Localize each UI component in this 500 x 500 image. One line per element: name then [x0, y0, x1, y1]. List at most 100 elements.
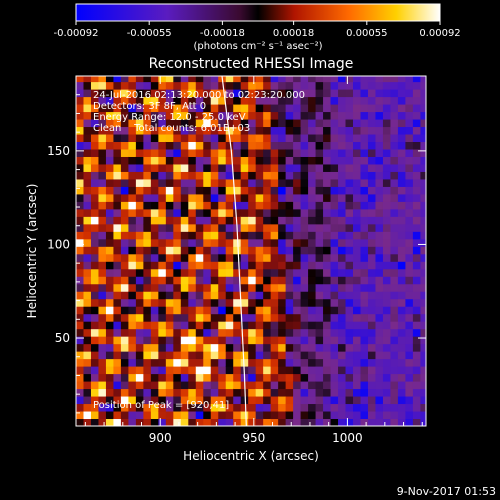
heatmap-cell [270, 223, 279, 232]
heatmap-cell [270, 171, 279, 180]
heatmap-cell [353, 373, 361, 382]
heatmap-cell [113, 418, 122, 426]
heatmap-cell [382, 193, 391, 202]
heatmap-cell [233, 268, 242, 277]
heatmap-cell [98, 403, 107, 412]
heatmap-cell [300, 119, 309, 128]
heatmap-cell [345, 246, 354, 255]
heatmap-cell [367, 216, 376, 225]
heatmap-cell [135, 238, 144, 247]
heatmap-cell [382, 388, 391, 397]
heatmap-cell [143, 396, 152, 405]
heatmap-cell [293, 81, 302, 90]
heatmap-cell [420, 343, 426, 352]
heatmap-cell [412, 336, 421, 345]
heatmap-cell [218, 388, 227, 397]
heatmap-cell [143, 89, 152, 98]
heatmap-cell [367, 231, 376, 240]
heatmap-cell [225, 366, 234, 375]
heatmap-cell [375, 298, 384, 307]
heatmap-cell [412, 134, 421, 143]
heatmap-cell [173, 411, 182, 420]
heatmap-cell [143, 298, 152, 307]
heatmap-cell [278, 134, 287, 143]
heatmap-cell [323, 186, 332, 195]
heatmap-cell [218, 216, 227, 225]
heatmap-cell [367, 134, 376, 143]
heatmap-cell [240, 81, 249, 90]
heatmap-cell [113, 276, 122, 285]
heatmap-cell [90, 366, 99, 375]
heatmap-cell [323, 283, 332, 292]
heatmap-cell [240, 358, 249, 367]
heatmap-cell [367, 261, 376, 270]
heatmap-cell [180, 306, 189, 315]
heatmap-cell [233, 276, 242, 285]
heatmap-cell [405, 119, 414, 128]
heatmap-cell [300, 238, 309, 247]
heatmap-cell [293, 336, 302, 345]
heatmap-cell [270, 89, 279, 98]
heatmap-cell [105, 343, 114, 352]
heatmap-cell [113, 223, 122, 232]
heatmap-cell [113, 186, 122, 195]
heatmap-cell [278, 104, 287, 113]
heatmap-cell [397, 193, 406, 202]
heatmap-cell [293, 193, 302, 202]
heatmap-cell [195, 403, 204, 412]
heatmap-cell [300, 343, 309, 352]
heatmap-cell [173, 388, 182, 397]
heatmap-cell [98, 336, 107, 345]
heatmap-cell [233, 298, 242, 307]
heatmap-cell [330, 104, 339, 113]
heatmap-cell [405, 396, 414, 405]
heatmap-cell [270, 126, 279, 135]
heatmap-cell [248, 366, 257, 375]
heatmap-cell [90, 163, 99, 172]
heatmap-cell [225, 156, 234, 165]
heatmap-cell [270, 291, 279, 300]
heatmap-cell [105, 261, 114, 270]
heatmap-cell [270, 396, 279, 405]
heatmap-cell [128, 313, 137, 322]
heatmap-cell [98, 283, 107, 292]
heatmap-cell [158, 253, 167, 262]
heatmap-cell [278, 119, 287, 128]
heatmap-cell [308, 201, 317, 210]
heatmap-cell [330, 306, 339, 315]
heatmap-cell [203, 96, 212, 105]
heatmap-cell [128, 148, 137, 157]
heatmap-cell [173, 178, 182, 187]
heatmap-cell [345, 186, 354, 195]
heatmap-cell [150, 366, 159, 375]
heatmap-cell [173, 231, 182, 240]
heatmap-cell [375, 388, 384, 397]
heatmap-cell [293, 178, 302, 187]
heatmap-cell [188, 411, 197, 420]
heatmap-cell [285, 141, 294, 150]
heatmap-cell [76, 141, 84, 150]
heatmap-cell [278, 141, 287, 150]
heatmap-cell [367, 291, 376, 300]
heatmap-cell [180, 208, 189, 217]
x-tick-label: 1000 [332, 431, 363, 445]
heatmap-cell [300, 291, 309, 300]
heatmap-cell [233, 351, 242, 360]
heatmap-cell [90, 89, 99, 98]
heatmap-cell [143, 163, 152, 172]
heatmap-cell [173, 171, 182, 180]
heatmap-cell [135, 343, 144, 352]
heatmap-cell [165, 261, 174, 270]
heatmap-cell [345, 201, 354, 210]
heatmap-cell [263, 411, 272, 420]
heatmap-cell [128, 291, 137, 300]
heatmap-cell [120, 396, 129, 405]
heatmap-cell [180, 418, 189, 426]
heatmap-cell [420, 366, 426, 375]
heatmap-cell [120, 298, 129, 307]
annotation-peak-position: Position of Peak = [920,41] [93, 400, 229, 411]
heatmap-cell [210, 96, 219, 105]
heatmap-cell [210, 81, 219, 90]
heatmap-cell [248, 321, 257, 330]
heatmap-cell [76, 313, 84, 322]
